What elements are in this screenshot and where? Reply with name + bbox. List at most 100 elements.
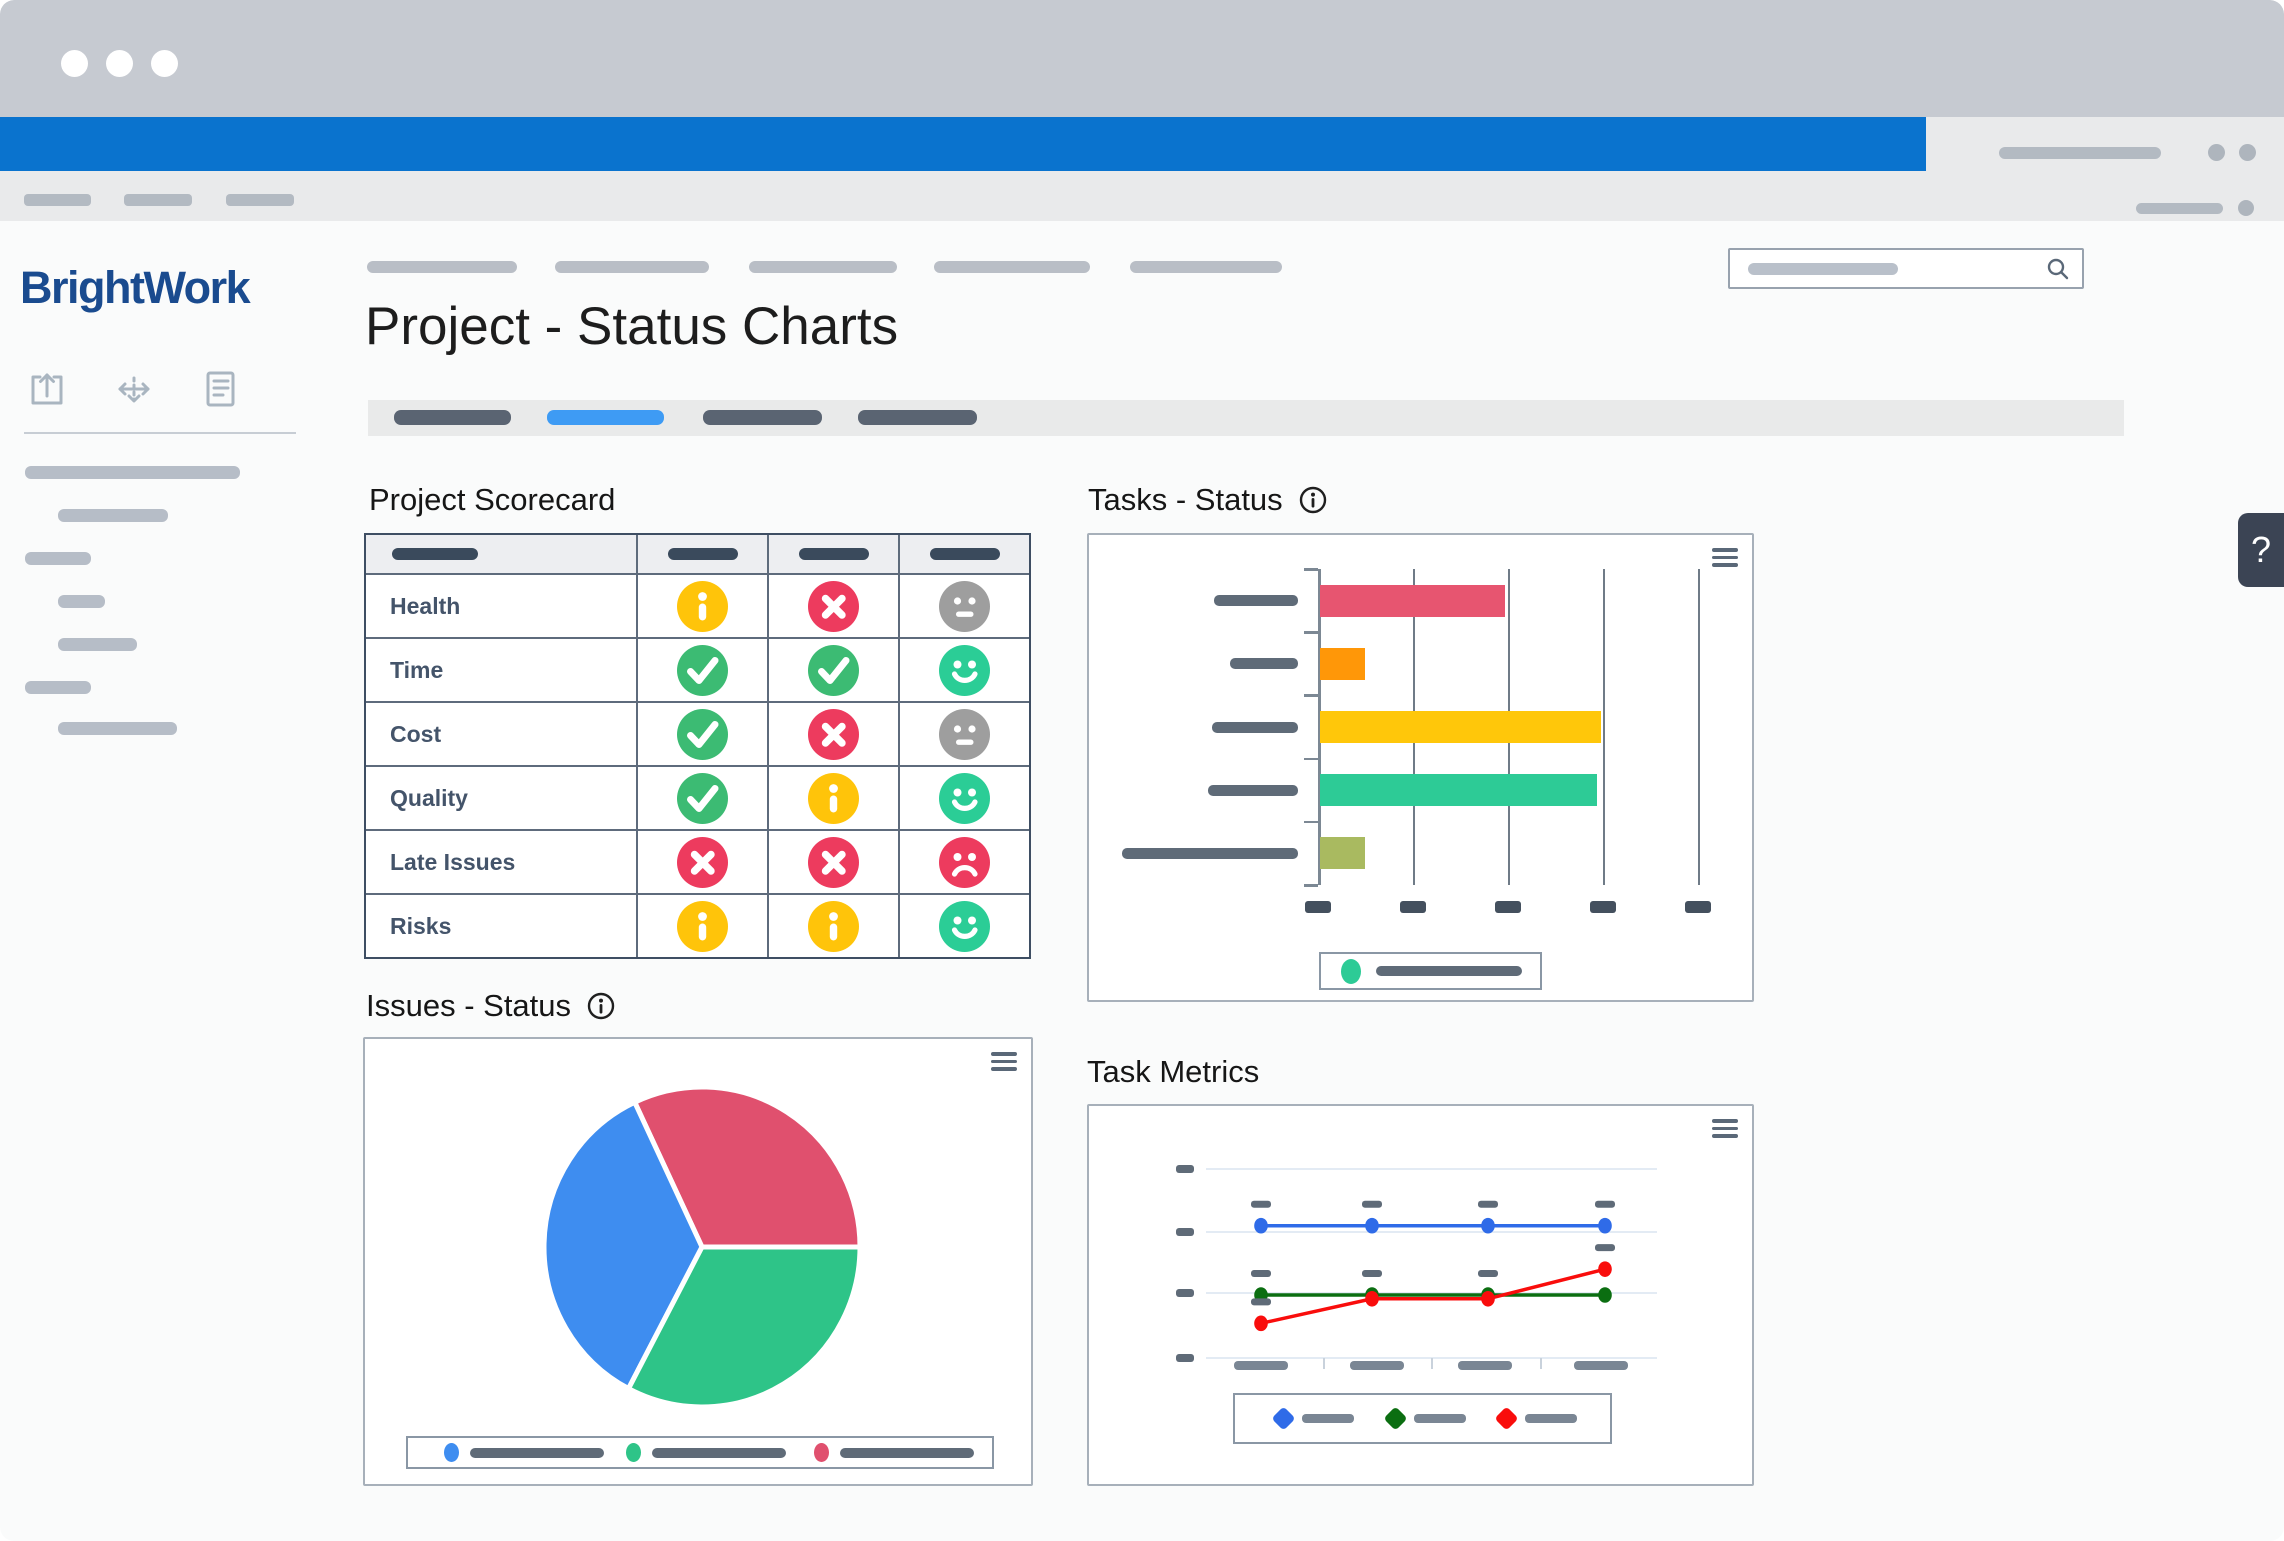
gridline [1698,569,1700,885]
y-axis-label-placeholder [1122,847,1298,859]
browser-tab[interactable] [124,194,192,206]
check-green-icon [677,708,728,760]
report-icon[interactable] [197,366,243,412]
x-red-icon [808,580,859,632]
export-icon[interactable] [24,366,70,412]
bar[interactable] [1320,584,1506,617]
bar[interactable] [1320,774,1598,807]
bar[interactable] [1320,647,1365,680]
window-dot[interactable] [106,50,133,77]
data-point[interactable] [1365,1217,1379,1234]
browser-tab[interactable] [226,194,294,206]
project-scorecard-table: Health Time Cost Quality Late Issues Risks [364,533,1031,959]
view-tab[interactable] [703,410,822,425]
view-tab-active[interactable] [547,410,664,425]
legend-marker [444,1443,459,1462]
data-point[interactable] [1254,1315,1268,1332]
window-dot[interactable] [151,50,178,77]
browser-control-icon[interactable] [2239,144,2256,161]
info-yellow-icon [677,900,728,952]
scorecard-row: Late Issues [366,829,1029,893]
chart-menu-icon[interactable] [1712,548,1738,571]
meh-gray-icon [939,580,990,632]
view-tab[interactable] [858,410,977,425]
x-axis-label-placeholder [1350,1361,1404,1370]
sidebar-item[interactable] [58,595,105,608]
pie-slice[interactable] [632,1084,863,1250]
data-point[interactable] [1481,1290,1495,1307]
sidebar-item[interactable] [58,722,177,735]
sidebar-item[interactable] [58,509,168,522]
view-tab[interactable] [394,410,511,425]
address-placeholder [1999,147,2161,159]
data-point[interactable] [1254,1217,1268,1234]
chart-legend[interactable] [406,1436,994,1469]
pie-slice[interactable] [541,1099,705,1392]
sidebar-divider [24,432,296,434]
browser-control-icon[interactable] [2208,144,2225,161]
scorecard-row: Cost [366,701,1029,765]
data-label-placeholder [1251,1200,1271,1208]
data-point[interactable] [1598,1261,1612,1277]
legend-label-placeholder [652,1448,786,1458]
x-axis-label-placeholder [1574,1361,1628,1370]
y-axis-tick [1304,820,1318,824]
info-icon[interactable] [586,991,616,1021]
smile-green-icon [939,772,990,824]
sidebar-item[interactable] [58,638,137,651]
data-label-placeholder [1478,1270,1498,1277]
issues-status-panel [363,1037,1033,1486]
data-point[interactable] [1365,1290,1379,1307]
info-icon[interactable] [1298,485,1328,515]
bar[interactable] [1320,711,1602,743]
data-label-placeholder [1595,1244,1615,1252]
x-axis-label-placeholder [1590,901,1616,913]
bar[interactable] [1320,837,1365,870]
window-dot[interactable] [61,50,88,77]
move-icon[interactable] [111,366,157,412]
sidebar-item[interactable] [25,466,240,479]
settings-icon[interactable] [2238,200,2254,216]
y-axis-label-placeholder [1176,1165,1194,1173]
data-point[interactable] [1481,1217,1495,1234]
meh-gray-icon [939,708,990,760]
gridline [1206,1231,1657,1233]
check-green-icon [677,644,728,696]
check-green-icon [677,772,728,824]
gridline [1206,1168,1657,1170]
sidebar-item[interactable] [25,552,91,565]
breadcrumb-item[interactable] [934,261,1090,273]
tasks-status-title: Tasks - Status [1088,482,1328,518]
frown-red-icon [939,836,990,888]
suite-bar [0,117,1926,171]
breadcrumb-item[interactable] [367,261,517,273]
search-input[interactable] [1728,248,2084,289]
chart-legend[interactable] [1233,1393,1612,1444]
scorecard-row: Health [366,575,1029,637]
browser-tab[interactable] [24,194,91,206]
search-icon[interactable] [2044,256,2072,284]
legend-label-placeholder [1376,966,1522,976]
chart-legend[interactable] [1319,952,1542,990]
breadcrumb-item[interactable] [1130,261,1282,273]
data-point[interactable] [1598,1217,1612,1234]
search-placeholder [1748,263,1898,275]
sidebar-item[interactable] [25,681,91,694]
scorecard-row-label: Time [390,656,444,683]
x-axis-label-placeholder [1495,901,1521,913]
y-axis-label-placeholder [1176,1354,1194,1362]
chart-menu-icon[interactable] [1712,1119,1738,1142]
breadcrumb-item[interactable] [555,261,709,273]
scorecard-row: Risks [366,893,1029,957]
x-axis-label-placeholder [1400,901,1426,913]
breadcrumb-item[interactable] [749,261,897,273]
help-button[interactable]: ? [2238,513,2284,587]
chart-menu-icon[interactable] [991,1052,1017,1075]
brightwork-logo[interactable]: BrightWork [20,262,251,313]
pie-slice[interactable] [626,1244,863,1410]
metrics-plot [1089,1106,1752,1484]
data-label-placeholder [1251,1270,1271,1277]
legend-marker [814,1443,829,1462]
data-point[interactable] [1598,1287,1612,1303]
